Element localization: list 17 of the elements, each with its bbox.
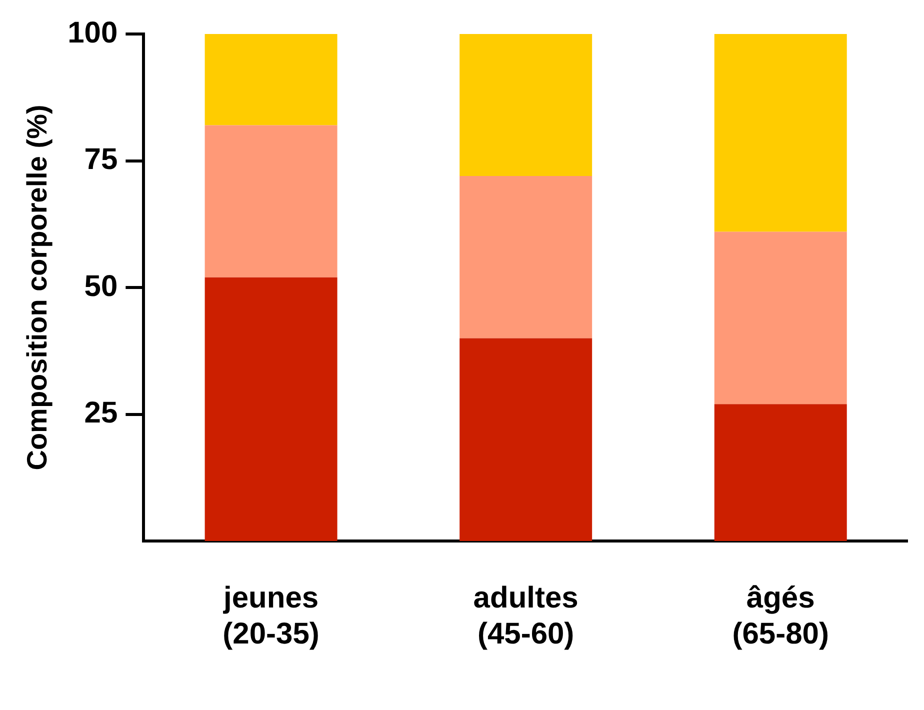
bar bbox=[714, 232, 847, 404]
bar bbox=[460, 176, 592, 338]
bar bbox=[714, 34, 847, 232]
y-tick-label: 100 bbox=[68, 16, 118, 50]
y-tick-label: 75 bbox=[84, 143, 118, 176]
x-tick-label: âgés (65-80) bbox=[732, 581, 829, 650]
x-tick-label: jeunes (20-35) bbox=[222, 581, 320, 650]
y-axis-title: Composition corporelle (%) bbox=[22, 104, 53, 470]
bar bbox=[714, 404, 847, 541]
bar bbox=[460, 34, 592, 176]
bar bbox=[204, 277, 338, 541]
y-tick-label: 25 bbox=[84, 396, 118, 430]
bar bbox=[204, 34, 338, 126]
bar bbox=[204, 125, 338, 278]
y-tick-label: 50 bbox=[84, 270, 118, 303]
bar bbox=[460, 338, 592, 541]
x-tick-label: adultes (45-60) bbox=[473, 581, 578, 650]
